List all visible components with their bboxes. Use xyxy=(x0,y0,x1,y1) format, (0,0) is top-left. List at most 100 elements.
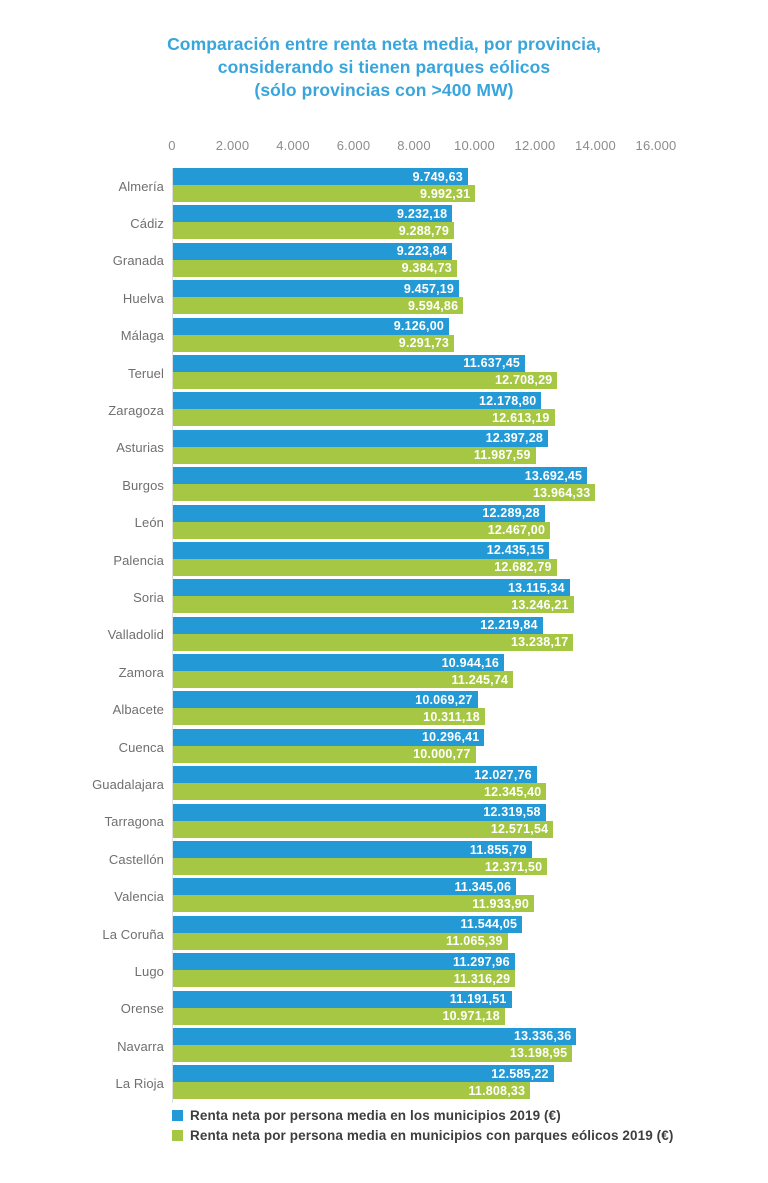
bar-renta-municipios: 11.855,79 xyxy=(173,841,532,859)
province-row: Palencia 12.435,15 12.682,79 xyxy=(113,541,657,579)
bar-value-label: 12.585,22 xyxy=(491,1066,549,1081)
bar-renta-parques-eolicos: 11.065,39 xyxy=(173,932,508,950)
province-label: Tarragona xyxy=(104,814,164,830)
bar-value-label: 11.808,33 xyxy=(468,1083,526,1098)
province-bars: 11.191,51 10.971,18 xyxy=(173,990,657,1025)
bar-renta-municipios: 13.115,34 xyxy=(173,579,570,597)
bar-value-label: 11.345,06 xyxy=(454,879,512,894)
province-row: Soria 13.115,34 13.246,21 xyxy=(133,579,657,616)
bar-renta-parques-eolicos: 11.316,29 xyxy=(173,970,516,988)
bar-renta-parques-eolicos: 13.246,21 xyxy=(173,596,574,614)
bar-value-label: 9.291,73 xyxy=(398,336,450,351)
bar-renta-municipios: 12.027,76 xyxy=(173,766,537,784)
bar-value-label: 10.069,27 xyxy=(415,692,473,707)
bar-renta-parques-eolicos: 9.291,73 xyxy=(173,334,455,352)
province-bars: 11.544,05 11.065,39 xyxy=(173,915,657,950)
bar-renta-municipios: 11.637,45 xyxy=(173,354,526,372)
province-label: Burgos xyxy=(122,478,164,494)
province-row: Castellón 11.855,79 12.371,50 xyxy=(109,841,657,878)
bar-value-label: 13.246,21 xyxy=(511,597,569,612)
bar-value-label: 11.987,59 xyxy=(473,448,531,463)
plot-area: Almería 9.749,63 9.992,31 Cádiz 9.232,18… xyxy=(92,168,657,1103)
bar-value-label: 12.708,29 xyxy=(495,373,553,388)
bar-value-label: 10.000,77 xyxy=(413,747,471,762)
province-row: Cuenca 10.296,41 10.000,77 xyxy=(119,728,657,766)
bar-renta-municipios: 11.544,05 xyxy=(173,915,523,933)
legend-swatch-green-icon xyxy=(172,1130,183,1141)
bar-value-label: 9.594,86 xyxy=(407,298,459,313)
province-bars: 12.219,84 13.238,17 xyxy=(173,616,657,651)
province-label: Zamora xyxy=(118,664,164,680)
bar-value-label: 12.435,15 xyxy=(486,543,545,558)
bar-value-label: 12.467,00 xyxy=(487,523,546,538)
province-bars: 12.435,15 12.682,79 xyxy=(173,541,657,576)
province-label: León xyxy=(134,515,164,531)
bar-value-label: 13.692,45 xyxy=(524,468,583,483)
bar-value-label: 13.238,17 xyxy=(511,635,569,650)
bar-renta-parques-eolicos: 10.000,77 xyxy=(173,745,476,763)
bar-renta-municipios: 9.749,63 xyxy=(173,168,468,185)
province-bars: 12.397,28 11.987,59 xyxy=(173,429,657,464)
legend-item-parques-eolicos: Renta neta por persona media en municipi… xyxy=(172,1128,673,1143)
province-label: Palencia xyxy=(113,552,164,568)
province-row: Lugo 11.297,96 11.316,29 xyxy=(135,953,657,990)
x-axis-tick: 2.000 xyxy=(215,138,250,153)
province-label: Castellón xyxy=(108,851,164,867)
province-label: Huelva xyxy=(122,291,164,307)
bar-renta-municipios: 12.219,84 xyxy=(173,616,543,634)
province-bars: 10.296,41 10.000,77 xyxy=(173,728,657,763)
bar-value-label: 9.749,63 xyxy=(412,169,463,184)
bar-renta-parques-eolicos: 12.345,40 xyxy=(173,783,547,801)
bar-value-label: 12.682,79 xyxy=(494,560,552,575)
province-row: Teruel 11.637,45 12.708,29 xyxy=(128,354,657,392)
bar-renta-municipios: 9.232,18 xyxy=(173,205,453,223)
x-axis-tick: 8.000 xyxy=(397,138,431,153)
bar-renta-parques-eolicos: 10.971,18 xyxy=(173,1007,505,1025)
province-label: Valencia xyxy=(114,889,164,905)
province-bars: 9.457,19 9.594,86 xyxy=(173,280,657,315)
bar-renta-parques-eolicos: 12.613,19 xyxy=(173,409,555,427)
bar-value-label: 11.933,90 xyxy=(472,896,529,911)
province-label: Lugo xyxy=(134,964,164,980)
bar-renta-municipios: 10.944,16 xyxy=(173,654,505,672)
province-bars: 12.585,22 11.808,33 xyxy=(173,1065,657,1100)
bar-value-label: 9.992,31 xyxy=(420,186,471,201)
bar-value-label: 10.296,41 xyxy=(422,730,480,745)
x-axis-tick: 10.000 xyxy=(454,138,495,153)
province-row: Navarra 13.336,36 13.198,95 xyxy=(117,1027,657,1065)
bar-value-label: 10.311,18 xyxy=(423,709,480,724)
bar-renta-municipios: 12.585,22 xyxy=(173,1065,554,1083)
bar-renta-municipios: 12.178,80 xyxy=(173,392,542,410)
bar-renta-parques-eolicos: 9.992,31 xyxy=(173,185,476,202)
bar-renta-parques-eolicos: 12.371,50 xyxy=(173,858,548,876)
bar-value-label: 13.336,36 xyxy=(514,1029,572,1044)
x-axis-tick: 16.000 xyxy=(635,138,677,153)
province-label: Teruel xyxy=(127,365,164,381)
bar-value-label: 11.191,51 xyxy=(449,992,507,1007)
bar-renta-municipios: 12.435,15 xyxy=(173,541,550,559)
province-row: Burgos 13.692,45 13.964,33 xyxy=(122,467,657,504)
province-row: Zaragoza 12.178,80 12.613,19 xyxy=(108,392,657,429)
bar-value-label: 9.288,79 xyxy=(398,223,449,238)
province-label: Cádiz xyxy=(130,216,164,232)
bar-value-label: 9.457,19 xyxy=(403,281,455,296)
bar-value-label: 12.319,58 xyxy=(483,805,541,820)
bar-value-label: 9.232,18 xyxy=(397,206,448,221)
province-bars: 13.115,34 13.246,21 xyxy=(173,579,657,614)
bar-value-label: 12.289,28 xyxy=(482,506,540,521)
bar-renta-parques-eolicos: 11.933,90 xyxy=(173,895,534,913)
province-label: Granada xyxy=(112,253,164,269)
bar-renta-municipios: 11.345,06 xyxy=(173,878,517,896)
province-row: Cádiz 9.232,18 9.288,79 xyxy=(130,205,657,242)
province-row: Málaga 9.126,00 9.291,73 xyxy=(121,317,657,355)
bar-renta-parques-eolicos: 12.571,54 xyxy=(173,820,554,838)
province-bars: 11.637,45 12.708,29 xyxy=(173,354,657,389)
bar-value-label: 12.219,84 xyxy=(480,618,538,633)
province-bars: 13.692,45 13.964,33 xyxy=(173,467,657,502)
province-bars: 10.944,16 11.245,74 xyxy=(173,654,657,689)
province-row: La Coruña 11.544,05 11.065,39 xyxy=(102,915,657,953)
province-bars: 11.345,06 11.933,90 xyxy=(173,878,657,913)
bar-renta-municipios: 12.289,28 xyxy=(173,504,545,522)
province-row: Orense 11.191,51 10.971,18 xyxy=(121,990,657,1028)
legend: Renta neta por persona media en los muni… xyxy=(172,1108,673,1148)
